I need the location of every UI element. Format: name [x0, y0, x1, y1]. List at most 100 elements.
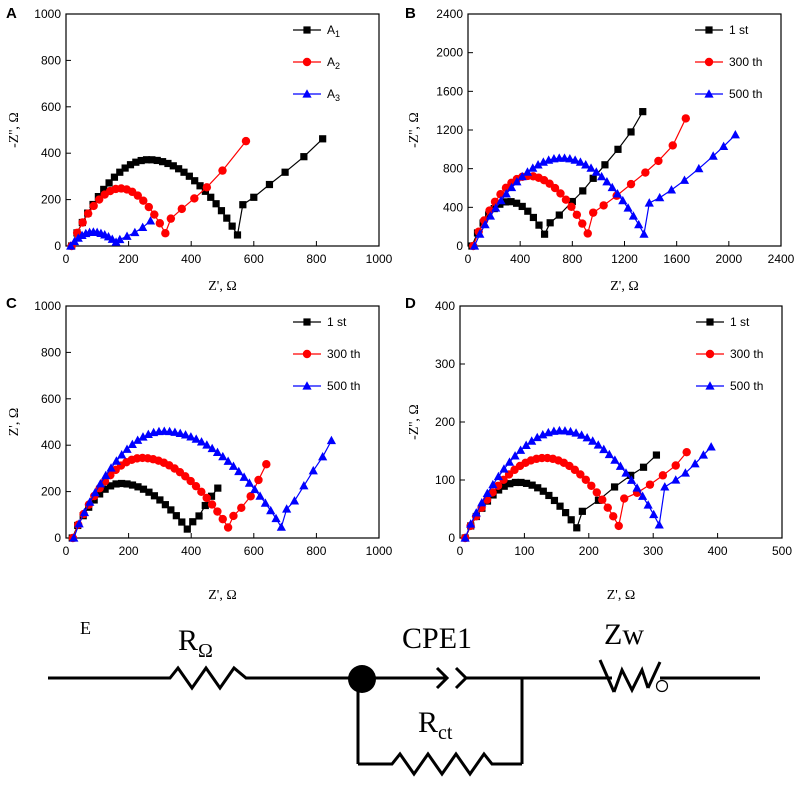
data-point: [506, 182, 517, 192]
data-point: [597, 171, 607, 181]
data-point: [639, 229, 649, 238]
data-point: [556, 502, 564, 510]
data-point: [507, 198, 515, 206]
data-point: [66, 241, 76, 250]
x-tick-label: 1000: [366, 252, 393, 266]
data-point: [471, 508, 481, 517]
data-point: [217, 207, 226, 215]
data-point: [589, 174, 597, 182]
x-tick-label: 600: [244, 544, 264, 558]
x-axis-label: Z', Ω: [607, 588, 635, 603]
data-point: [652, 451, 661, 459]
data-point: [123, 480, 131, 488]
y-tick-label: 100: [435, 473, 455, 487]
data-point: [89, 201, 98, 211]
data-point: [186, 476, 195, 486]
data-point: [641, 168, 650, 177]
x-tick-label: 0: [63, 544, 70, 558]
y-tick-label: 600: [41, 392, 61, 406]
data-point: [645, 480, 655, 489]
data-point: [499, 464, 509, 473]
y-tick-label: 0: [54, 239, 61, 253]
data-point: [196, 182, 204, 190]
legend-marker: [704, 57, 714, 67]
data-point: [281, 168, 289, 176]
data-point: [475, 229, 485, 238]
circuit-panel-label: E: [80, 618, 91, 638]
data-point: [180, 430, 191, 439]
data-point: [250, 193, 258, 201]
series-0: 1 st: [468, 23, 749, 250]
data-point: [79, 507, 90, 517]
panel-letter: A: [6, 5, 17, 22]
data-point: [706, 442, 716, 451]
data-point: [460, 533, 470, 542]
data-point: [167, 506, 175, 514]
data-point: [218, 514, 227, 524]
data-point: [189, 518, 197, 526]
panel-letter: C: [6, 295, 17, 312]
data-point: [127, 439, 137, 449]
data-point: [191, 434, 201, 443]
data-point: [614, 521, 623, 531]
data-point: [241, 136, 251, 146]
data-point: [599, 444, 609, 454]
x-tick-label: 800: [306, 252, 326, 266]
data-point: [602, 177, 612, 186]
legend-marker: [302, 349, 312, 359]
legend-label: 500 th: [327, 379, 360, 393]
x-tick-label: 100: [514, 544, 534, 558]
data-point: [589, 208, 598, 217]
data-point: [593, 440, 603, 449]
data-point: [539, 487, 547, 495]
data-point: [668, 141, 677, 150]
data-point: [202, 440, 212, 449]
data-point: [144, 202, 154, 212]
data-point: [138, 222, 148, 232]
data-point: [632, 483, 642, 492]
data-point: [237, 503, 246, 513]
data-point: [202, 493, 211, 503]
data-point: [495, 486, 503, 494]
warburg-zigzag: [612, 666, 650, 694]
data-point: [588, 436, 598, 445]
data-point: [491, 203, 501, 212]
data-point: [78, 218, 87, 227]
data-point: [586, 163, 596, 172]
chart-panel-d: 0 100 200 300 400 500 0 100 200 300 400 D Z', Ω -Z'',…: [405, 295, 792, 603]
data-point: [234, 466, 244, 476]
data-point: [671, 461, 680, 470]
x-tick-label: 1200: [611, 252, 638, 266]
data-point: [568, 197, 576, 206]
data-point: [148, 156, 156, 164]
data-point: [501, 189, 511, 198]
data-point: [214, 484, 222, 492]
data-point: [679, 175, 690, 184]
data-point: [132, 158, 140, 166]
legend-marker: [302, 381, 312, 390]
data-point: [265, 180, 274, 189]
data-point: [319, 135, 327, 143]
data-point: [175, 428, 185, 438]
legend-marker: [705, 26, 713, 34]
data-point: [501, 198, 510, 206]
data-point: [239, 201, 247, 209]
data-point: [612, 189, 623, 198]
data-point: [130, 227, 140, 237]
data-point: [654, 156, 663, 166]
data-point: [626, 475, 637, 484]
x-axis-label: Z', Ω: [208, 279, 236, 294]
cpe-element-right: [454, 666, 469, 690]
data-point: [266, 505, 276, 515]
chart-panel-b: 0 400 800 1200 1600 2000 2400 0 400 800 1200 1600 20…: [405, 5, 795, 294]
data-point: [271, 513, 281, 523]
data-point: [318, 452, 328, 461]
y-tick-label: 1000: [34, 299, 61, 313]
data-point: [572, 210, 582, 219]
data-point: [562, 509, 570, 517]
y-tick-label: 400: [435, 299, 455, 313]
data-point: [639, 463, 648, 471]
data-point: [158, 158, 167, 166]
data-point: [172, 512, 180, 520]
data-point: [233, 231, 242, 239]
